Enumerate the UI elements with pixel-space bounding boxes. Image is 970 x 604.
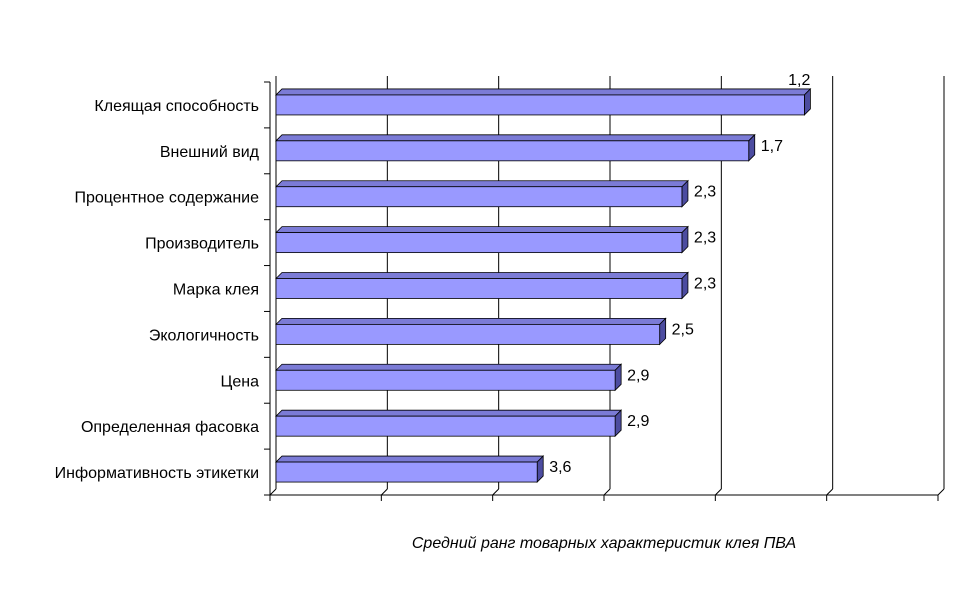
floor-depth-4 — [714, 488, 722, 496]
bar-front-face — [275, 415, 616, 437]
category-label: Производитель — [145, 236, 259, 253]
category-label: Экологичность — [149, 327, 259, 344]
value-labels: 1,2 1,7 2,3 2,3 2,3 2,5 2,9 2,9 3,6 — [549, 72, 810, 476]
value-label: 1,7 — [761, 138, 783, 155]
bar-front-face — [275, 232, 683, 254]
bar-front-face — [275, 323, 661, 345]
value-label: 3,6 — [549, 459, 571, 476]
bar-top-face — [275, 226, 689, 234]
value-label: 2,3 — [694, 276, 716, 293]
bar-top-face — [275, 363, 623, 371]
bar-top-face — [275, 88, 812, 96]
bar-front-face — [275, 369, 616, 391]
floor-depth-3 — [603, 488, 611, 496]
category-labels: Клеящая способность Внешний вид Процентное… — [55, 98, 260, 482]
floor-depth-2 — [492, 488, 500, 496]
bar-top-face — [275, 455, 545, 463]
bar-0 — [275, 87, 812, 116]
bar-1 — [275, 133, 756, 162]
value-label: 2,9 — [627, 413, 649, 430]
category-label: Процентное содержание — [74, 190, 259, 207]
bar-2 — [275, 179, 689, 208]
category-label: Определенная фасовка — [81, 419, 259, 436]
bar-top-face — [275, 134, 756, 142]
category-label: Внешний вид — [160, 144, 260, 161]
category-label: Клеящая способность — [94, 98, 259, 115]
bar-front-face — [275, 140, 750, 162]
value-label: 2,3 — [694, 230, 716, 247]
category-label: Цена — [221, 373, 260, 390]
value-label: 1,2 — [788, 72, 810, 89]
category-label: Марка клея — [173, 282, 259, 299]
bar-top-face — [275, 409, 623, 417]
bar-front-face — [275, 186, 683, 208]
bar-5 — [275, 317, 667, 346]
value-label: 2,3 — [694, 184, 716, 201]
bar-front-face — [275, 94, 805, 116]
bars — [275, 87, 812, 484]
bar-4 — [275, 271, 689, 300]
value-label: 2,9 — [627, 367, 649, 384]
floor-depth-6 — [937, 488, 945, 496]
value-label: 2,5 — [672, 321, 694, 338]
bar-7 — [275, 409, 623, 438]
bar-top-face — [275, 180, 689, 188]
category-label: Информативность этикетки — [55, 465, 259, 482]
bar-3 — [275, 225, 689, 254]
bar-front-face — [275, 461, 538, 483]
x-axis-title: Средний ранг товарных характеристик клея… — [412, 535, 796, 552]
floor-depth-0 — [269, 488, 277, 496]
bar-front-face — [275, 278, 683, 299]
floor-depth-5 — [826, 488, 834, 496]
bar-top-face — [275, 317, 667, 325]
bar-top-face — [275, 272, 689, 279]
axes — [264, 81, 939, 501]
bar-6 — [275, 363, 623, 392]
bar-8 — [275, 455, 545, 484]
floor-depth-1 — [380, 488, 388, 496]
